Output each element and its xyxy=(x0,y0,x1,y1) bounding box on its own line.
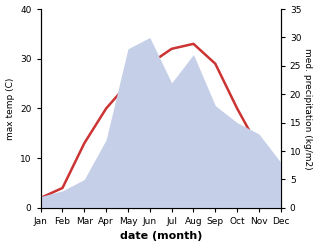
X-axis label: date (month): date (month) xyxy=(120,231,202,242)
Y-axis label: med. precipitation (kg/m2): med. precipitation (kg/m2) xyxy=(303,48,313,169)
Y-axis label: max temp (C): max temp (C) xyxy=(5,77,15,140)
